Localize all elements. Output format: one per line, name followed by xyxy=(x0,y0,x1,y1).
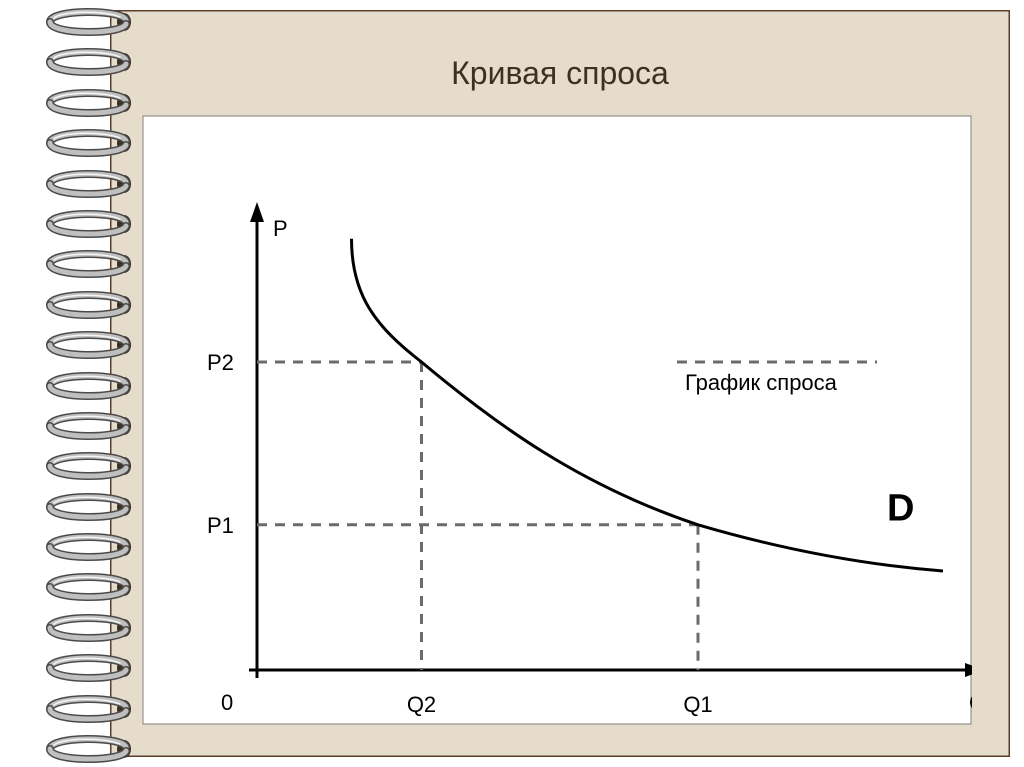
spiral-ring xyxy=(44,330,110,356)
spiral-ring xyxy=(44,532,110,558)
spiral-ring xyxy=(44,653,110,679)
spiral-ring xyxy=(44,411,110,437)
spiral-ring xyxy=(44,613,110,639)
spiral-binding xyxy=(0,0,140,767)
page-root: Кривая спроса P Q 0 P2 P1 Q2 Q1 D График спроса xyxy=(0,0,1024,767)
spiral-ring xyxy=(44,249,110,275)
spiral-ring xyxy=(44,734,110,760)
label-q1: Q1 xyxy=(683,692,712,717)
slide-card: Кривая спроса P Q 0 P2 P1 Q2 Q1 D График спроса xyxy=(110,10,1010,757)
label-p2: P2 xyxy=(207,350,234,375)
demand-chart: P Q 0 P2 P1 Q2 Q1 D График спроса xyxy=(142,115,972,725)
curve-label-d: D xyxy=(887,487,914,529)
spiral-ring xyxy=(44,371,110,397)
spiral-ring xyxy=(44,47,110,73)
spiral-ring xyxy=(44,88,110,114)
origin-label: 0 xyxy=(221,690,233,715)
spiral-ring xyxy=(44,169,110,195)
label-p1: P1 xyxy=(207,513,234,538)
axis-label-q: Q xyxy=(969,690,972,715)
legend-label: График спроса xyxy=(685,370,838,395)
spiral-ring xyxy=(44,290,110,316)
spiral-ring xyxy=(44,492,110,518)
chart-title: Кривая спроса xyxy=(110,55,1010,92)
spiral-ring xyxy=(44,451,110,477)
spiral-ring xyxy=(44,209,110,235)
spiral-ring xyxy=(44,128,110,154)
spiral-ring xyxy=(44,7,110,33)
label-q2: Q2 xyxy=(407,692,436,717)
axis-label-p: P xyxy=(273,216,288,241)
chart-container: P Q 0 P2 P1 Q2 Q1 D График спроса xyxy=(142,115,972,725)
spiral-ring xyxy=(44,694,110,720)
spiral-ring xyxy=(44,572,110,598)
